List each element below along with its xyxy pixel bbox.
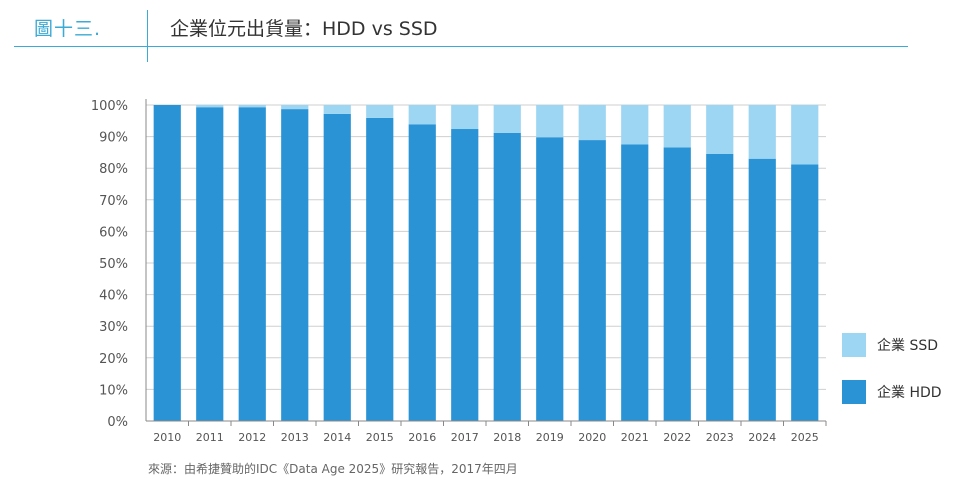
x-tick-label: 2014 (323, 431, 351, 444)
y-tick-label: 20% (99, 352, 128, 367)
axes: 0% 10% 20% 30% 40% 50% 60% 70% 80% 90% 100% 2010 201… (91, 99, 827, 444)
ssd-bar (493, 105, 521, 133)
hdd-bar (196, 107, 224, 421)
ssd-bar (196, 105, 224, 108)
x-tick-label: 2022 (663, 431, 691, 444)
ssd-bar (706, 105, 734, 154)
hdd-bar (366, 117, 394, 422)
ssd-bar (281, 105, 309, 110)
hdd-bar (238, 107, 266, 421)
hdd-bar (408, 124, 436, 421)
y-tick-label: 0% (107, 415, 128, 430)
x-tick-label: 2010 (153, 431, 181, 444)
y-tick-label: 100% (91, 99, 128, 114)
x-tick-label: 2019 (536, 431, 564, 444)
y-tick-label: 40% (99, 289, 128, 304)
hdd-bar (536, 137, 564, 421)
bars (153, 105, 819, 422)
legend-ssd-label: 企業 SSD (877, 337, 938, 354)
hdd-bar (663, 147, 691, 421)
x-tick-label: 2013 (281, 431, 309, 444)
chart-title: 企業位元出貨量：HDD vs SSD (170, 18, 438, 40)
x-tick-label: 2012 (238, 431, 266, 444)
ssd-bar (578, 105, 606, 141)
y-tick-label: 80% (99, 162, 128, 177)
title-divider (147, 10, 148, 62)
header-rule (14, 46, 908, 47)
ssd-bar (663, 105, 691, 148)
y-tick-label: 50% (99, 257, 128, 272)
x-tick-label: 2011 (196, 431, 224, 444)
x-tick-label: 2016 (408, 431, 436, 444)
hdd-bar (621, 144, 649, 421)
x-tick-label: 2023 (706, 431, 734, 444)
hdd-bar (791, 164, 819, 421)
hdd-bar (323, 113, 351, 422)
y-tick-label: 60% (99, 225, 128, 240)
legend: 企業 SSD 企業 HDD (842, 333, 942, 404)
x-tick-label: 2025 (791, 431, 819, 444)
legend-hdd-label: 企業 HDD (877, 384, 942, 401)
x-tick-label: 2020 (578, 431, 606, 444)
legend-hdd-swatch (842, 380, 866, 404)
ssd-bar (366, 105, 394, 118)
figure-label: 圖十三. (34, 18, 102, 40)
ssd-bar (536, 105, 564, 138)
legend-ssd-swatch (842, 333, 866, 357)
source-note: 來源：由希捷贊助的IDC《Data Age 2025》研究報告，2017年四月 (148, 462, 518, 476)
hdd-bar (153, 105, 181, 421)
ssd-bar (408, 105, 436, 125)
hdd-bar (706, 153, 734, 422)
x-tick-label: 2018 (493, 431, 521, 444)
ssd-bar (323, 105, 351, 114)
hdd-bar (578, 140, 606, 422)
ssd-bar (621, 105, 649, 145)
y-tick-label: 90% (99, 131, 128, 146)
y-tick-label: 30% (99, 320, 128, 335)
x-tick-label: 2021 (621, 431, 649, 444)
x-tick-label: 2024 (748, 431, 776, 444)
y-tick-label: 10% (99, 383, 128, 398)
hdd-bar (451, 129, 479, 422)
ssd-bar (238, 105, 266, 108)
hdd-bar (493, 132, 521, 422)
hdd-bar (281, 109, 309, 421)
ssd-bar (451, 105, 479, 130)
x-tick-label: 2017 (451, 431, 479, 444)
ssd-bar (791, 105, 819, 165)
hdd-bar (748, 158, 776, 421)
ssd-bar (748, 105, 776, 159)
x-tick-label: 2015 (366, 431, 394, 444)
y-tick-label: 70% (99, 194, 128, 209)
